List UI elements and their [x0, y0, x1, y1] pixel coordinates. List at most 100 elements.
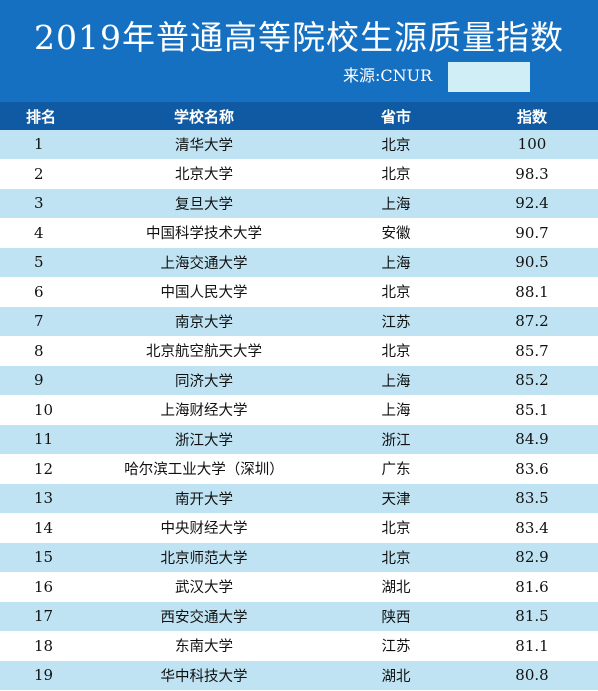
school-name-cell: 同济大学 — [82, 365, 326, 396]
index-cell: 81.6 — [466, 572, 598, 602]
table-row: 9 同济大学 上海 85.2 — [0, 365, 598, 396]
province-cell: 北京 — [326, 130, 466, 160]
index-cell: 81.5 — [466, 601, 598, 632]
rank-cell: 1 — [0, 130, 82, 160]
rank-cell: 9 — [0, 365, 82, 396]
table-row: 2 北京大学 北京 98.3 — [0, 159, 598, 189]
school-name-cell: 华中科技大学 — [82, 660, 326, 691]
page-title: 2019年普通高等院校生源质量指数 — [34, 18, 564, 57]
table-row: 7 南京大学 江苏 87.2 — [0, 306, 598, 337]
table-row: 19 华中科技大学 湖北 80.8 — [0, 660, 598, 691]
index-cell: 98.3 — [466, 159, 598, 189]
table-row: 3 复旦大学 上海 92.4 — [0, 188, 598, 219]
index-cell: 100 — [466, 130, 598, 160]
rank-cell: 16 — [0, 572, 82, 602]
school-name-cell: 中央财经大学 — [82, 513, 326, 543]
province-cell: 上海 — [326, 247, 466, 278]
rank-cell: 2 — [0, 159, 82, 189]
school-name-cell: 浙江大学 — [82, 424, 326, 455]
school-name-cell: 北京航空航天大学 — [82, 336, 326, 366]
index-cell: 90.7 — [466, 218, 598, 248]
school-name-cell: 北京大学 — [82, 159, 326, 189]
province-cell: 上海 — [326, 365, 466, 396]
index-cell: 83.4 — [466, 513, 598, 543]
table-row: 18 东南大学 江苏 81.1 — [0, 631, 598, 661]
table-row: 16 武汉大学 湖北 81.6 — [0, 572, 598, 602]
province-cell: 江苏 — [326, 306, 466, 337]
rank-cell: 10 — [0, 395, 82, 425]
rank-cell: 14 — [0, 513, 82, 543]
province-cell: 北京 — [326, 513, 466, 543]
school-name-cell: 北京师范大学 — [82, 542, 326, 573]
province-cell: 北京 — [326, 159, 466, 189]
table-row: 15 北京师范大学 北京 82.9 — [0, 542, 598, 573]
rank-cell: 11 — [0, 424, 82, 455]
index-cell: 85.7 — [466, 336, 598, 366]
index-cell: 84.9 — [466, 424, 598, 455]
school-name-cell: 武汉大学 — [82, 572, 326, 602]
index-cell: 83.6 — [466, 454, 598, 484]
table-body: 1 清华大学 北京 100 2 北京大学 北京 98.3 3 复旦大学 上海 92.4 4 中国科学技术大… — [0, 130, 598, 691]
school-name-cell: 哈尔滨工业大学（深圳） — [82, 454, 326, 484]
school-name-cell: 西安交通大学 — [82, 601, 326, 632]
header-banner: 2019年普通高等院校生源质量指数 来源:CNUR — [0, 0, 598, 102]
index-cell: 85.2 — [466, 365, 598, 396]
ranking-table: 排名 学校名称 省市 指数 1 清华大学 北京 100 2 北京大学 北京 98.3 3 复旦大学… — [0, 102, 598, 691]
rank-cell: 15 — [0, 542, 82, 573]
table-row: 6 中国人民大学 北京 88.1 — [0, 277, 598, 307]
table-row: 17 西安交通大学 陕西 81.5 — [0, 601, 598, 632]
rank-cell: 12 — [0, 454, 82, 484]
province-cell: 陕西 — [326, 601, 466, 632]
index-cell: 87.2 — [466, 306, 598, 337]
redaction-block — [448, 62, 530, 92]
province-cell: 北京 — [326, 277, 466, 307]
column-header-rank: 排名 — [0, 102, 82, 130]
table-row: 12 哈尔滨工业大学（深圳） 广东 83.6 — [0, 454, 598, 484]
source-label: 来源:CNUR — [343, 66, 433, 85]
province-cell: 上海 — [326, 395, 466, 425]
table-row: 14 中央财经大学 北京 83.4 — [0, 513, 598, 543]
rank-cell: 8 — [0, 336, 82, 366]
rank-cell: 5 — [0, 247, 82, 278]
rank-cell: 17 — [0, 601, 82, 632]
column-header-province: 省市 — [326, 102, 466, 130]
table-row: 5 上海交通大学 上海 90.5 — [0, 247, 598, 278]
school-name-cell: 复旦大学 — [82, 188, 326, 219]
school-name-cell: 中国人民大学 — [82, 277, 326, 307]
rank-cell: 3 — [0, 188, 82, 219]
province-cell: 江苏 — [326, 631, 466, 661]
rank-cell: 19 — [0, 660, 82, 691]
table-row: 8 北京航空航天大学 北京 85.7 — [0, 336, 598, 366]
column-header-index: 指数 — [466, 102, 598, 130]
index-cell: 85.1 — [466, 395, 598, 425]
province-cell: 湖北 — [326, 660, 466, 691]
index-cell: 81.1 — [466, 631, 598, 661]
province-cell: 浙江 — [326, 424, 466, 455]
table-row: 4 中国科学技术大学 安徽 90.7 — [0, 218, 598, 248]
school-name-cell: 清华大学 — [82, 130, 326, 160]
school-name-cell: 中国科学技术大学 — [82, 218, 326, 248]
rank-cell: 4 — [0, 218, 82, 248]
index-cell: 80.8 — [466, 660, 598, 691]
table-header-row: 排名 学校名称 省市 指数 — [0, 102, 598, 130]
province-cell: 上海 — [326, 188, 466, 219]
province-cell: 北京 — [326, 542, 466, 573]
province-cell: 广东 — [326, 454, 466, 484]
rank-cell: 13 — [0, 483, 82, 514]
table-row: 11 浙江大学 浙江 84.9 — [0, 424, 598, 455]
rank-cell: 6 — [0, 277, 82, 307]
index-cell: 88.1 — [466, 277, 598, 307]
table-row: 1 清华大学 北京 100 — [0, 130, 598, 160]
index-cell: 90.5 — [466, 247, 598, 278]
index-cell: 83.5 — [466, 483, 598, 514]
province-cell: 安徽 — [326, 218, 466, 248]
province-cell: 北京 — [326, 336, 466, 366]
table-row: 13 南开大学 天津 83.5 — [0, 483, 598, 514]
rank-cell: 7 — [0, 306, 82, 337]
table-row: 10 上海财经大学 上海 85.1 — [0, 395, 598, 425]
column-header-school: 学校名称 — [82, 102, 326, 130]
school-name-cell: 上海财经大学 — [82, 395, 326, 425]
index-cell: 82.9 — [466, 542, 598, 573]
index-cell: 92.4 — [466, 188, 598, 219]
school-name-cell: 上海交通大学 — [82, 247, 326, 278]
